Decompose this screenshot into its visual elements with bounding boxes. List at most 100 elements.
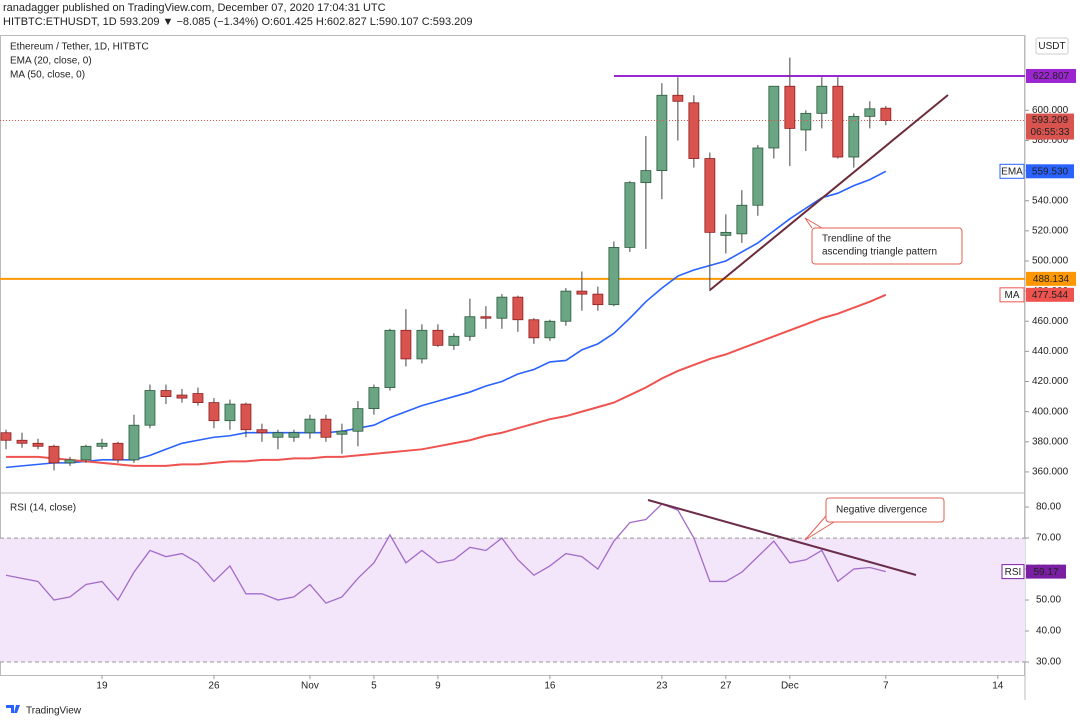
price-tag-label: 593.209 <box>1032 115 1069 126</box>
author-line: ranadagger published on TradingView.com,… <box>3 2 386 14</box>
tag-value: 477.544 <box>1032 290 1069 301</box>
y-tick-label: 360.000 <box>1032 467 1069 478</box>
candle-body <box>560 290 572 322</box>
rsi-y-tick-label: 70.00 <box>1036 533 1061 544</box>
annotation: ascending triangle pattern <box>822 247 937 258</box>
x-tick-label: 7 <box>883 681 889 692</box>
rsi-y-tick-label: 80.00 <box>1036 502 1061 513</box>
candle-body <box>240 403 252 431</box>
countdown: 06:55:33 <box>1031 127 1070 138</box>
divergence-line <box>647 499 917 576</box>
candle-body <box>288 432 300 438</box>
legend-entry: EMA (20, close, 0) <box>10 56 92 67</box>
tag-box <box>1026 164 1074 179</box>
tag-name: MA <box>1005 290 1020 301</box>
y-tick-label: 580.000 <box>1032 135 1069 146</box>
tag-name-box <box>999 287 1025 303</box>
y-tick-label: 600.000 <box>1032 105 1069 116</box>
rsi-band <box>0 538 1025 662</box>
level-tag-label: 488.134 <box>1033 274 1070 285</box>
x-tick-label: 26 <box>208 681 220 692</box>
candle-body <box>640 170 652 184</box>
x-tick-label: 16 <box>544 681 556 692</box>
candle-body <box>112 442 124 461</box>
callout-pointer <box>804 217 823 229</box>
tag-name-box <box>999 163 1025 179</box>
x-tick-label: 5 <box>371 681 377 692</box>
candle-body <box>496 296 508 319</box>
footer-logo <box>6 705 20 713</box>
candle-body <box>512 296 524 321</box>
candle-body <box>768 85 780 149</box>
candle-body <box>800 112 812 131</box>
candle-body <box>64 459 76 464</box>
callout-box <box>811 227 963 265</box>
y-tick-label: 500.000 <box>1032 256 1069 267</box>
candle-body <box>384 329 396 388</box>
footer: TradingView <box>26 706 82 717</box>
candle-body <box>160 390 172 397</box>
rsi-y-tick-label: 50.00 <box>1036 595 1061 606</box>
candle-body <box>848 115 860 158</box>
y-tick-label: 460.000 <box>1032 316 1069 327</box>
candle-body <box>336 430 348 435</box>
rsi-title: RSI (14, close) <box>10 503 76 514</box>
candle-body <box>16 439 28 444</box>
candle-body <box>672 94 684 102</box>
candle-body <box>320 418 332 438</box>
y-tick-label: 520.000 <box>1032 225 1069 236</box>
candle-body <box>688 102 700 159</box>
candle-body <box>656 94 668 171</box>
candle-body <box>864 108 876 117</box>
x-tick-label: 19 <box>96 681 108 692</box>
tag-name: EMA <box>1001 166 1023 177</box>
candle-body <box>224 403 236 422</box>
trendline <box>709 94 949 291</box>
candle-body <box>880 107 892 121</box>
candle-body <box>480 316 492 319</box>
candle-body <box>144 390 156 426</box>
rsi-tag <box>1026 564 1066 579</box>
candle-body <box>352 408 364 432</box>
candle-body <box>416 329 428 360</box>
y-tick-label: 420.000 <box>1032 376 1069 387</box>
rsi-tag-value: 59.17 <box>1033 567 1058 578</box>
candle-body <box>128 424 140 461</box>
candle-body <box>176 394 188 399</box>
x-tick-label: 23 <box>656 681 668 692</box>
candle-body <box>304 418 316 434</box>
x-tick-label: 27 <box>720 681 732 692</box>
candle-body <box>448 335 460 346</box>
candle-body <box>208 402 220 422</box>
candle-body <box>528 319 540 339</box>
chart-title: Ethereum / Tether, 1D, HITBTC <box>10 42 149 53</box>
candle-body <box>832 85 844 158</box>
candle-body <box>576 290 588 295</box>
candle-body <box>192 393 204 404</box>
x-tick-label: 9 <box>435 681 441 692</box>
rsi-y-tick-label: 40.00 <box>1036 626 1061 637</box>
y-tick-label: 540.000 <box>1032 195 1069 206</box>
tag-value: 559.530 <box>1032 166 1069 177</box>
y-tick-label: 380.000 <box>1032 436 1069 447</box>
currency-box <box>1035 37 1069 55</box>
annotation: Negative divergence <box>836 505 928 516</box>
symbol-line: HITBTC:ETHUSDT, 1D 593.209 ▼ −8.085 (−1.… <box>3 16 473 28</box>
candle-body <box>32 442 44 447</box>
x-tick-label: Dec <box>781 681 799 692</box>
candle-body <box>80 445 92 461</box>
candle-body <box>0 432 12 441</box>
candle-body <box>400 329 412 360</box>
candle-body <box>752 147 764 206</box>
legend-entry: MA (50, close, 0) <box>10 70 85 81</box>
candle-body <box>432 329 444 346</box>
candle-body <box>368 387 380 410</box>
rsi-line <box>5 503 886 604</box>
candle-body <box>720 231 732 236</box>
x-tick-label: 14 <box>992 681 1004 692</box>
indicator-line <box>5 170 887 469</box>
candle-body <box>624 182 636 248</box>
candle-body <box>544 320 556 339</box>
x-tick-label: Nov <box>301 681 319 692</box>
